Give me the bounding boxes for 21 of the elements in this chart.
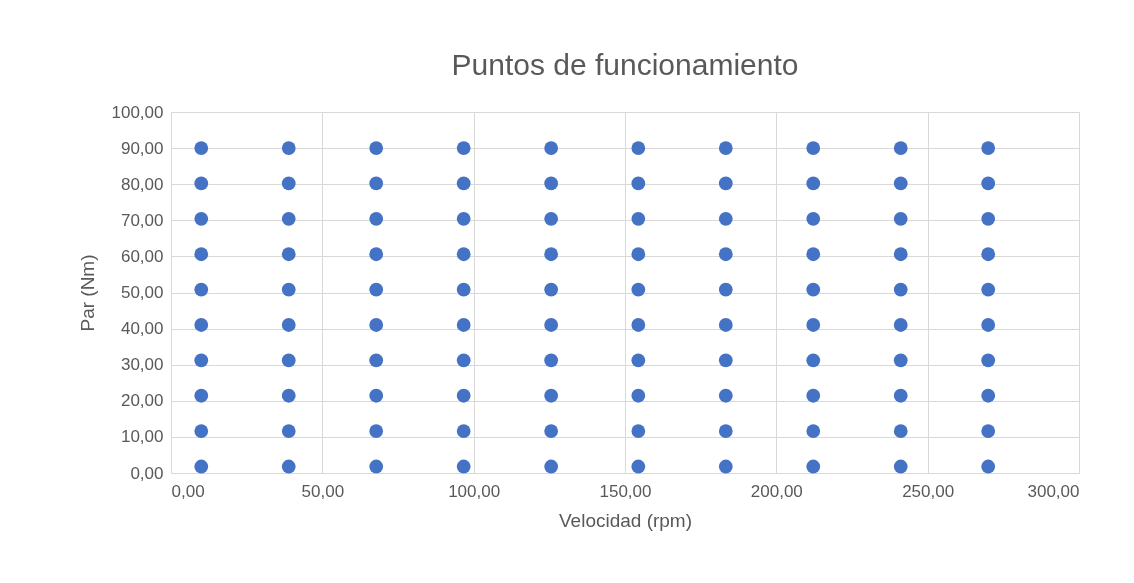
x-tick-label: 250,00 [902,481,955,501]
y-tick-label: 70,00 [120,210,164,230]
x-tick-label: 150,00 [599,481,652,501]
y-tick-label: 90,00 [120,138,164,158]
x-tick-label: 200,00 [750,481,803,501]
y-tick-label: 100,00 [111,102,164,122]
y-tick-label: 0,00 [130,463,164,483]
y-tick-label: 50,00 [120,283,164,302]
y-axis-title: Par (Nm) [76,254,98,332]
y-tick-label: 60,00 [120,246,164,266]
chart-title: Puntos de funcionamiento [451,48,799,81]
y-tick-label: 80,00 [120,174,164,194]
x-tick-label: 100,00 [448,481,501,501]
y-tick-label: 10,00 [120,427,164,447]
y-tick-label: 30,00 [120,355,164,375]
x-axis-title: Velocidad (rpm) [558,509,693,531]
x-tick-label: 50,00 [301,481,345,501]
y-tick-label: 20,00 [120,391,164,411]
x-tick-label: 0,00 [171,481,205,501]
x-tick-label: 300,00 [1027,481,1080,501]
y-tick-label: 40,00 [120,319,164,339]
